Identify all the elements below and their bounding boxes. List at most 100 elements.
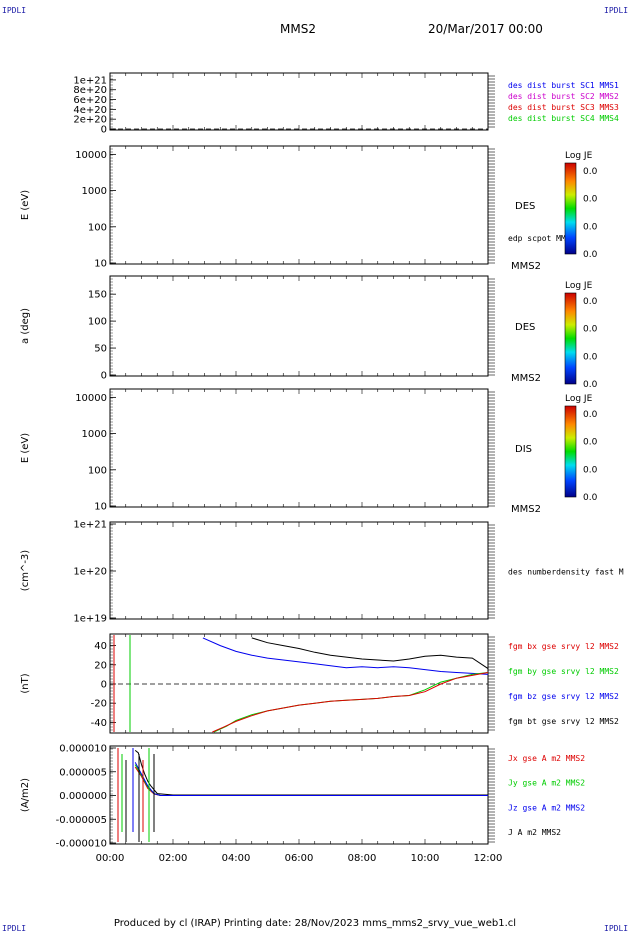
panel-frame-5 xyxy=(109,521,489,620)
series-line xyxy=(134,762,488,796)
x-tick-label: 06:00 xyxy=(285,853,314,864)
y-tick-label: -0.000005 xyxy=(56,815,107,826)
y-tick-label: 4e+20 xyxy=(73,105,107,116)
y-axis-label: E (eV) xyxy=(20,433,31,463)
colorbar-tick-label: 0.0 xyxy=(583,195,598,205)
colorbar-tick-label: 0.0 xyxy=(583,493,598,503)
legend-entry: des dist burst SC4 MMS4 xyxy=(508,114,619,123)
y-tick-label: 100 xyxy=(88,222,107,233)
legend-entry: fgm bx gse srvy l2 MMS2 xyxy=(508,642,619,651)
colorbar-tick-label: 0.0 xyxy=(583,465,598,475)
series-line xyxy=(202,637,489,675)
y-tick-label: 100 xyxy=(88,317,107,328)
colorbar-tick-label: 0.0 xyxy=(583,167,598,177)
x-tick-label: 04:00 xyxy=(222,853,251,864)
y-tick-label: 2e+20 xyxy=(73,115,107,126)
y-tick-label: 0 xyxy=(101,680,107,691)
y-tick-label: 20 xyxy=(94,660,107,671)
colorbar-tick-label: 0.0 xyxy=(583,297,598,307)
colorbar xyxy=(564,405,577,498)
colorbar-tick-label: 0.0 xyxy=(583,325,598,335)
colorbar-tick-label: 0.0 xyxy=(583,410,598,420)
y-tick-label: 8e+20 xyxy=(73,85,107,96)
y-tick-label: 1000 xyxy=(82,186,107,197)
colorbar-tick-label: 0.0 xyxy=(583,222,598,232)
spacecraft-label: MMS2 xyxy=(511,504,541,515)
y-tick-label: 0.000000 xyxy=(59,791,107,802)
y-tick-label: 10000 xyxy=(75,150,107,161)
panel-frame-2 xyxy=(109,145,489,265)
y-tick-label: 1e+21 xyxy=(73,520,107,531)
colorbar xyxy=(564,162,577,255)
y-tick-label: -40 xyxy=(91,718,107,729)
x-tick-label: 12:00 xyxy=(474,853,503,864)
legend-entry: Jy gse A m2 MMS2 xyxy=(508,779,585,788)
y-tick-label: 1e+19 xyxy=(73,614,107,625)
instrument-label: DES xyxy=(515,322,535,333)
y-tick-label: 150 xyxy=(88,290,107,301)
legend-entry: Jz gse A m2 MMS2 xyxy=(508,803,585,812)
instrument-label: DIS xyxy=(515,444,532,455)
y-tick-label: -0.000010 xyxy=(56,839,107,850)
y-tick-label: 10000 xyxy=(75,393,107,404)
y-tick-label: 0.000005 xyxy=(59,767,107,778)
y-axis-label: (A/m2) xyxy=(20,778,31,812)
series-line xyxy=(134,764,488,796)
y-axis-label: a (deg) xyxy=(20,308,31,344)
colorbar-tick-label: 0.0 xyxy=(583,352,598,362)
legend-entry: des dist burst SC3 MMS3 xyxy=(508,103,619,112)
y-axis-label: (cm^-3) xyxy=(20,550,31,591)
y-tick-label: 10 xyxy=(94,259,107,270)
legend-entry: fgm bt gse srvy l2 MMS2 xyxy=(508,717,619,726)
page-title: MMS2 xyxy=(280,22,316,36)
y-tick-label: 0.000010 xyxy=(59,744,107,755)
colorbar xyxy=(564,292,577,385)
y-tick-label: 0 xyxy=(101,371,107,382)
overlay-label: edp scpot MMS2 xyxy=(508,234,576,243)
y-axis-label: E (eV) xyxy=(20,190,31,220)
instrument-label: DES xyxy=(515,201,535,212)
spacecraft-label: MMS2 xyxy=(511,373,541,384)
x-tick-label: 08:00 xyxy=(348,853,377,864)
y-tick-label: 1e+21 xyxy=(73,75,107,86)
footer-credits: Produced by cl (IRAP) Printing date: 28/… xyxy=(113,918,517,929)
x-tick-label: 02:00 xyxy=(159,853,188,864)
corner-label-top-right: IPDLI xyxy=(604,6,629,15)
series-line xyxy=(212,672,489,733)
corner-label-bottom-left: IPDLI xyxy=(2,924,27,933)
colorbar-tick-label: 0.0 xyxy=(583,250,598,260)
y-tick-label: -20 xyxy=(91,699,107,710)
y-tick-label: 100 xyxy=(88,465,107,476)
x-tick-label: 00:00 xyxy=(96,853,125,864)
colorbar-title: Log JE xyxy=(565,151,593,161)
y-tick-label: 10 xyxy=(94,502,107,513)
legend-entry: Jx gse A m2 MMS2 xyxy=(508,754,585,763)
y-tick-label: 1e+20 xyxy=(73,567,107,578)
series-line xyxy=(251,637,489,670)
colorbar-title: Log JE xyxy=(565,394,593,404)
colorbar-tick-label: 0.0 xyxy=(583,380,598,390)
corner-label-top-left: IPDLI xyxy=(2,6,27,15)
page-date: 20/Mar/2017 00:00 xyxy=(428,22,543,36)
colorbar-title: Log JE xyxy=(565,281,593,291)
y-axis-label: (nT) xyxy=(20,673,31,693)
y-tick-label: 0 xyxy=(101,125,107,136)
x-tick-label: 10:00 xyxy=(411,853,440,864)
legend-entry: des dist burst SC1 MMS1 xyxy=(508,81,619,90)
y-tick-label: 50 xyxy=(94,344,107,355)
spacecraft-label: MMS2 xyxy=(511,261,541,272)
legend-entry: des numberdensity fast M xyxy=(508,568,624,577)
legend-entry: fgm by gse srvy l2 MMS2 xyxy=(508,667,619,676)
y-tick-label: 40 xyxy=(94,641,107,652)
series-line xyxy=(134,750,488,796)
panel-frame-1 xyxy=(109,72,489,131)
y-tick-label: 6e+20 xyxy=(73,95,107,106)
legend-entry: fgm bz gse srvy l2 MMS2 xyxy=(508,692,619,701)
legend-entry: J A m2 MMS2 xyxy=(508,828,561,837)
y-tick-label: 1000 xyxy=(82,429,107,440)
corner-label-bottom-right: IPDLI xyxy=(604,924,629,933)
panel-frame-4 xyxy=(109,388,489,508)
panel-frame-3 xyxy=(109,275,489,377)
series-line xyxy=(134,766,488,796)
